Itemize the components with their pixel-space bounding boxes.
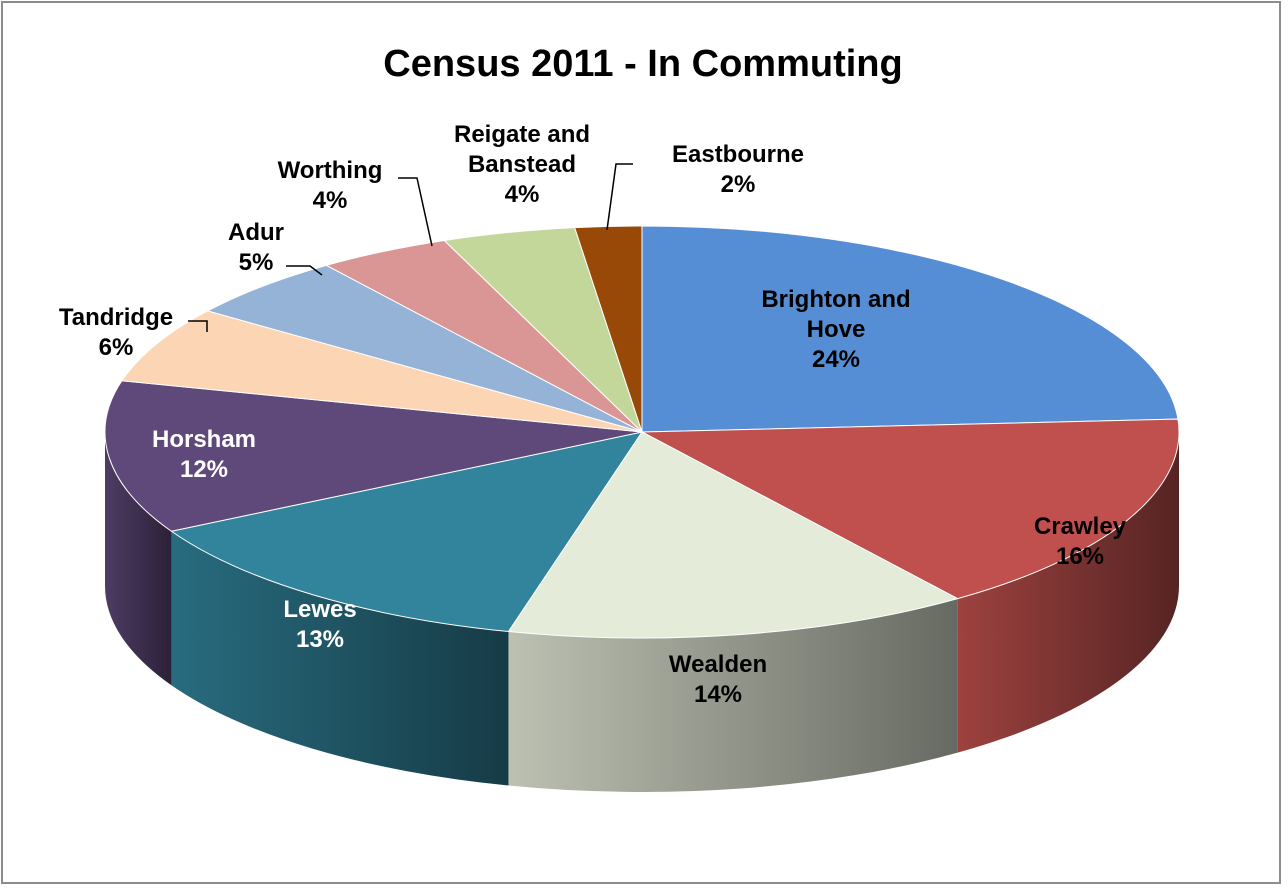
pie-slice-3 [170,431,644,633]
leader-lines [188,163,633,332]
leader-line-5 [188,320,208,332]
slice-pct-3: 13% [296,626,344,653]
slice-label-2: Wealden 14% [669,651,767,708]
slice-pct-9: 2% [721,171,756,198]
pie-slice-2 [507,431,959,639]
slice-pct-0: 24% [812,346,860,373]
slice-label-6: Adur 5% [228,219,284,276]
slice-pct-7: 4% [313,187,348,214]
slice-pct-1: 16% [1056,543,1104,570]
pie-sides [105,432,1179,792]
pie-side-1 [957,432,1179,753]
slice-pct-6: 5% [239,249,274,276]
pie-slice-5 [120,310,643,433]
slice-name-6: Adur [228,219,284,246]
slice-name-8: Banstead [468,151,576,178]
pie-side-2 [508,598,958,792]
slice-name-3: Lewes [283,596,356,623]
slice-name-8: Reigate and [454,121,590,148]
slice-pct-5: 6% [99,334,134,361]
pie-tops [104,225,1180,639]
slice-label-0: Brighton and Hove 24% [761,286,910,373]
pie-slice-1 [640,418,1180,600]
leader-line-6 [286,265,323,276]
slice-name-0: Brighton and [761,286,910,313]
pie-slice-6 [206,264,643,433]
slice-name-2: Wealden [669,651,767,678]
slice-name-0: Hove [807,316,866,343]
slice-name-7: Worthing [278,157,383,184]
slice-label-9: Eastbourne 2% [672,141,804,198]
chart-title: Census 2011 - In Commuting [383,43,902,85]
slice-label-3: Lewes 13% [283,596,356,653]
slice-pct-4: 12% [180,456,228,483]
slice-pct-2: 14% [694,681,742,708]
pie-slice-4 [104,380,643,532]
slice-name-1: Crawley [1034,513,1127,540]
leader-line-7 [398,177,433,247]
pie-slice-9 [574,225,643,433]
pie-slice-0 [641,225,1179,433]
slice-labels: Brighton and Hove 24% Crawley 16% Wealden 14% L… [59,121,1127,708]
leader-line-9 [606,163,633,231]
slice-name-9: Eastbourne [672,141,804,168]
slice-label-7: Worthing 4% [278,157,383,214]
slice-label-8: Reigate and Banstead 4% [454,121,590,208]
slice-label-5: Tandridge 6% [59,304,173,361]
pie-side-4 [105,432,172,686]
slice-label-4: Horsham 12% [152,426,256,483]
slice-name-4: Horsham [152,426,256,453]
slice-label-1: Crawley 16% [1034,513,1127,570]
pie-side-3 [171,531,509,786]
slice-name-5: Tandridge [59,304,173,331]
slice-pct-8: 4% [505,181,540,208]
